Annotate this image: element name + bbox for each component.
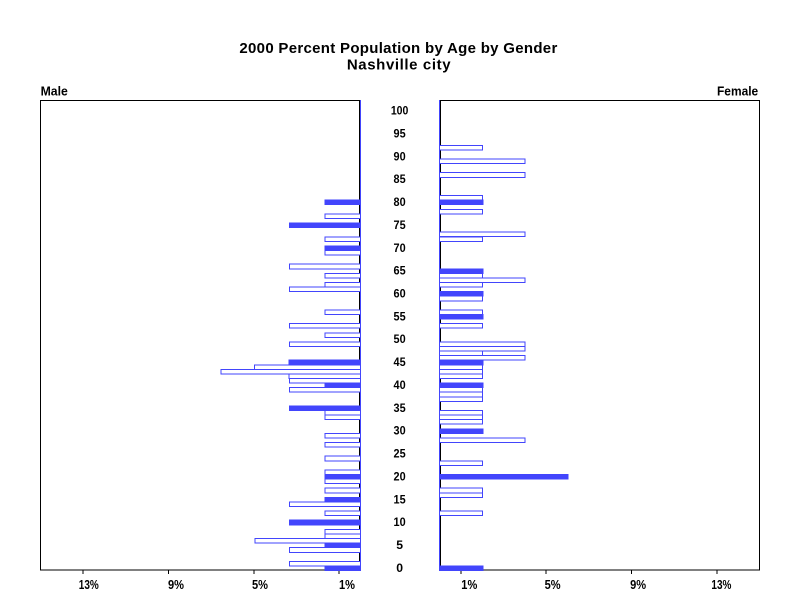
svg-text:80: 80 bbox=[394, 195, 406, 209]
svg-text:Male: Male bbox=[41, 83, 68, 98]
svg-text:65: 65 bbox=[394, 264, 406, 278]
svg-text:60: 60 bbox=[394, 287, 406, 301]
svg-text:15: 15 bbox=[394, 492, 406, 506]
svg-text:55: 55 bbox=[394, 309, 406, 323]
svg-text:35: 35 bbox=[394, 401, 406, 415]
svg-text:9%: 9% bbox=[630, 577, 647, 592]
svg-text:13%: 13% bbox=[79, 577, 99, 592]
svg-text:75: 75 bbox=[394, 218, 406, 232]
svg-text:30: 30 bbox=[394, 424, 406, 438]
svg-text:2000 Percent Population by Age: 2000 Percent Population by Age by Gender bbox=[239, 40, 557, 57]
svg-text:5: 5 bbox=[396, 538, 403, 552]
svg-text:5%: 5% bbox=[252, 577, 269, 592]
svg-text:13%: 13% bbox=[711, 577, 731, 592]
svg-text:0: 0 bbox=[396, 561, 403, 575]
svg-text:90: 90 bbox=[394, 149, 406, 163]
svg-text:10: 10 bbox=[394, 515, 406, 529]
svg-text:40: 40 bbox=[394, 378, 406, 392]
svg-text:20: 20 bbox=[394, 469, 406, 483]
svg-text:70: 70 bbox=[394, 241, 406, 255]
svg-text:Female: Female bbox=[717, 83, 758, 98]
svg-text:1%: 1% bbox=[461, 577, 478, 592]
svg-text:95: 95 bbox=[394, 126, 406, 140]
svg-text:45: 45 bbox=[394, 355, 406, 369]
svg-text:25: 25 bbox=[394, 447, 406, 461]
svg-text:1%: 1% bbox=[339, 577, 356, 592]
svg-text:9%: 9% bbox=[168, 577, 185, 592]
svg-text:85: 85 bbox=[394, 172, 406, 186]
svg-text:100: 100 bbox=[391, 104, 409, 118]
svg-text:Nashville city: Nashville city bbox=[347, 56, 451, 73]
svg-text:5%: 5% bbox=[545, 577, 562, 592]
svg-text:50: 50 bbox=[394, 332, 406, 346]
